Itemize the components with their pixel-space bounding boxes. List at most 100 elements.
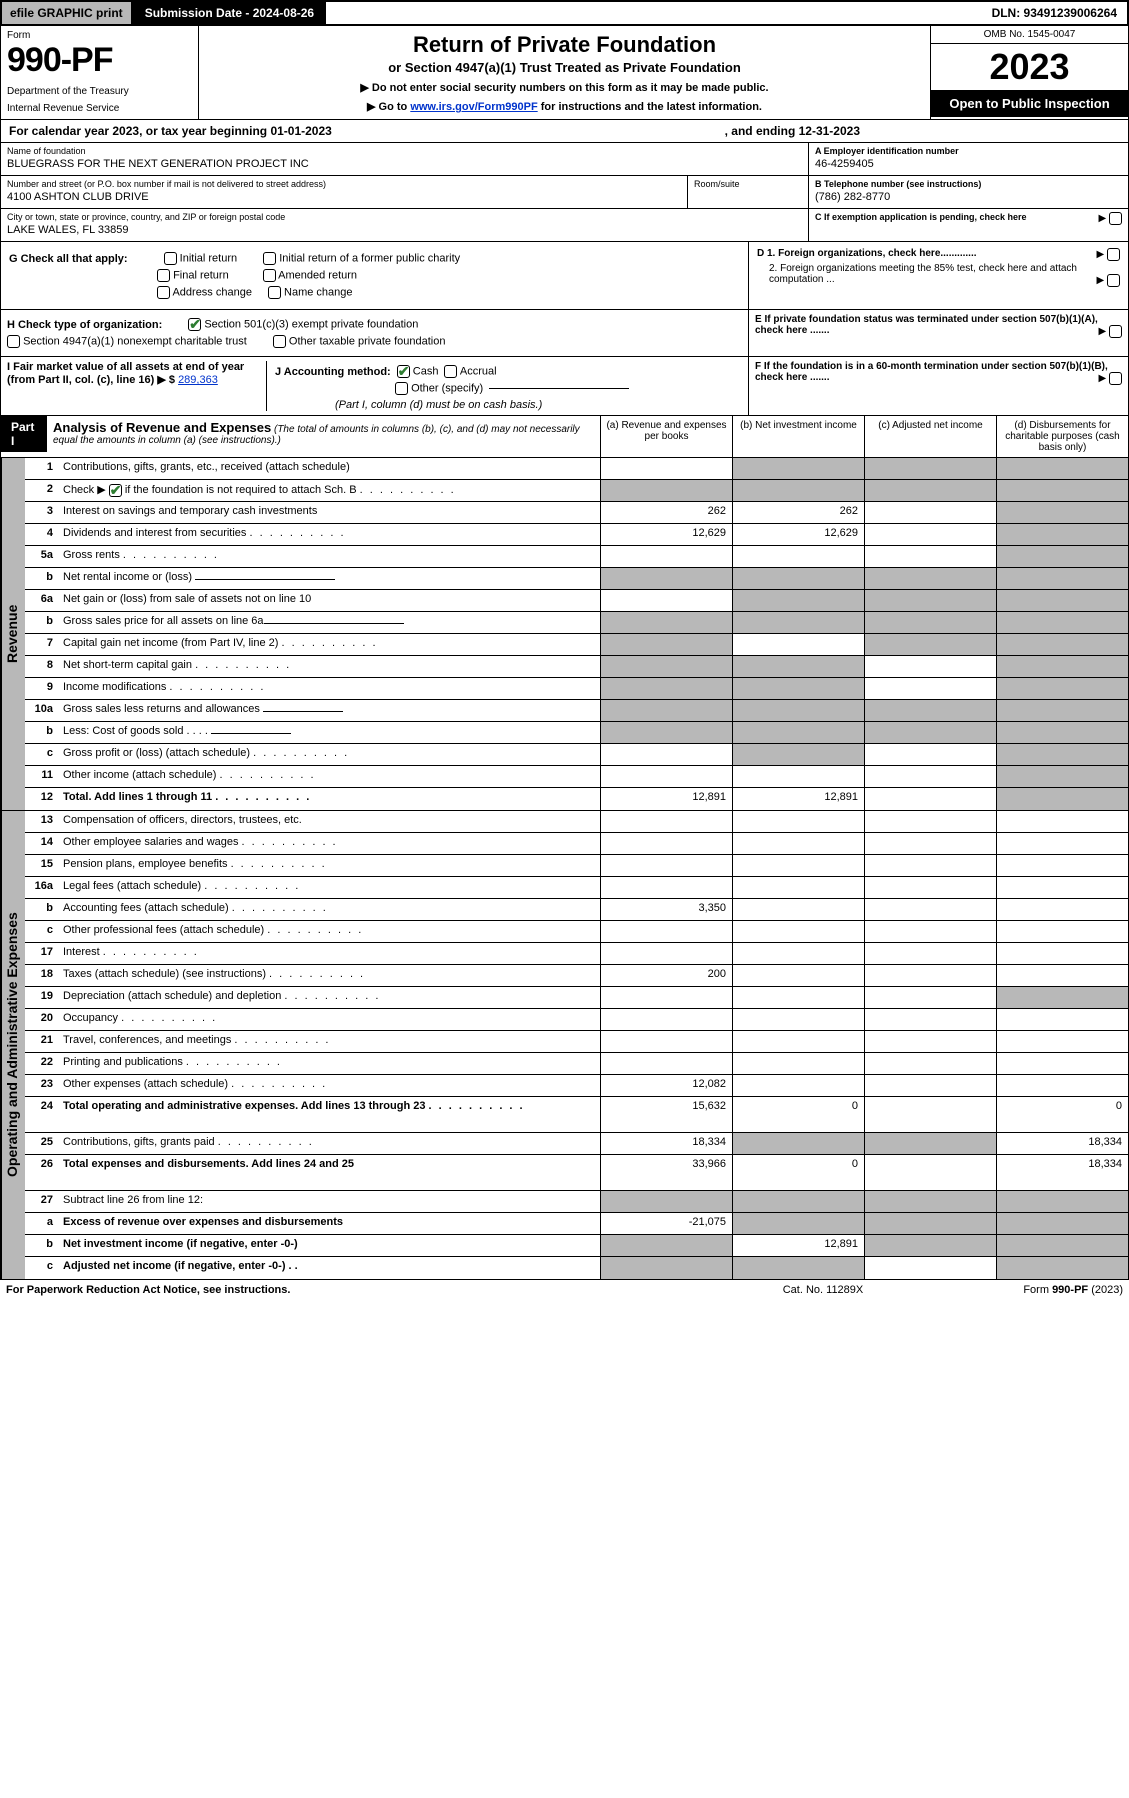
j-note: (Part I, column (d) must be on cash basi… [335,399,742,411]
row-24: Total operating and administrative expen… [59,1097,600,1132]
501c3-checkbox[interactable] [188,318,201,331]
fmv-value[interactable]: 289,363 [178,374,218,386]
submission-date: Submission Date - 2024-08-26 [133,2,326,24]
row-16b: Accounting fees (attach schedule) [59,899,600,920]
calendar-year-row: For calendar year 2023, or tax year begi… [0,120,1129,143]
ij-row: I Fair market value of all assets at end… [0,357,1129,416]
row-6a: Net gain or (loss) from sale of assets n… [59,590,600,611]
g-label: G Check all that apply: [9,253,128,265]
row-26: Total expenses and disbursements. Add li… [59,1155,600,1190]
open-to-public: Open to Public Inspection [931,90,1128,117]
row-20: Occupancy [59,1009,600,1030]
row-9: Income modifications [59,678,600,699]
row-23: Other expenses (attach schedule) [59,1075,600,1096]
cash-checkbox[interactable] [397,365,410,378]
form-header: Form 990-PF Department of the Treasury I… [0,26,1129,120]
col-c-header: (c) Adjusted net income [864,416,996,457]
row-17: Interest [59,943,600,964]
row-1: Contributions, gifts, grants, etc., rece… [59,458,600,479]
e-label: E If private foundation status was termi… [755,314,1098,336]
d2-label: 2. Foreign organizations meeting the 85%… [769,263,1077,285]
foundation-name: BLUEGRASS FOR THE NEXT GENERATION PROJEC… [7,156,802,172]
foundation-info: Name of foundation BLUEGRASS FOR THE NEX… [0,143,1129,242]
f-checkbox[interactable] [1109,372,1122,385]
row-5b: Net rental income or (loss) [59,568,600,589]
initial-former-checkbox[interactable] [263,252,276,265]
f-label: F If the foundation is in a 60-month ter… [755,361,1108,383]
schb-checkbox[interactable] [109,484,122,497]
row-13: Compensation of officers, directors, tru… [59,811,600,832]
row-27: Subtract line 26 from line 12: [59,1191,600,1212]
row-15: Pension plans, employee benefits [59,855,600,876]
omb-number: OMB No. 1545-0047 [931,26,1128,44]
h-label: H Check type of organization: [7,319,162,331]
amended-return-checkbox[interactable] [263,269,276,282]
form-subtitle: or Section 4947(a)(1) Trust Treated as P… [205,60,924,75]
ein-label: A Employer identification number [815,146,1122,156]
row-16a: Legal fees (attach schedule) [59,877,600,898]
row-18: Taxes (attach schedule) (see instruction… [59,965,600,986]
expenses-sidelabel: Operating and Administrative Expenses [1,811,25,1279]
tel-label: B Telephone number (see instructions) [815,179,1122,189]
addr-label: Number and street (or P.O. box number if… [7,179,681,189]
row-27a: Excess of revenue over expenses and disb… [59,1213,600,1234]
row-14: Other employee salaries and wages [59,833,600,854]
dept-treasury: Department of the Treasury [7,86,192,97]
other-method-checkbox[interactable] [395,382,408,395]
row-27c: Adjusted net income (if negative, enter … [59,1257,600,1279]
ssn-note: ▶ Do not enter social security numbers o… [205,81,924,94]
city-label: City or town, state or province, country… [7,212,802,222]
form-footer: Form 990-PF (2023) [923,1284,1123,1296]
row-21: Travel, conferences, and meetings [59,1031,600,1052]
cat-no: Cat. No. 11289X [723,1284,923,1296]
row-7: Capital gain net income (from Part IV, l… [59,634,600,655]
c-label: C If exemption application is pending, c… [815,212,1027,222]
address: 4100 ASHTON CLUB DRIVE [7,189,681,205]
form-number: 990-PF [7,41,192,80]
address-change-checkbox[interactable] [157,286,170,299]
row-12: Total. Add lines 1 through 11 [59,788,600,810]
row-10b: Less: Cost of goods sold . . . . [59,722,600,743]
e-checkbox[interactable] [1109,325,1122,338]
dln-label: DLN: 93491239006264 [982,2,1127,24]
expenses-table: Operating and Administrative Expenses 13… [0,811,1129,1280]
initial-return-checkbox[interactable] [164,252,177,265]
col-a-header: (a) Revenue and expenses per books [600,416,732,457]
tax-year: 2023 [931,44,1128,90]
col-d-header: (d) Disbursements for charitable purpose… [996,416,1128,457]
row-25: Contributions, gifts, grants paid [59,1133,600,1154]
d1-checkbox[interactable] [1107,248,1120,261]
row-5a: Gross rents [59,546,600,567]
part1-label: Part I [1,416,47,452]
ein-value: 46-4259405 [815,156,1122,172]
tel-value: (786) 282-8770 [815,189,1122,205]
efile-print-button[interactable]: efile GRAPHIC print [2,2,133,24]
col-b-header: (b) Net investment income [732,416,864,457]
name-label: Name of foundation [7,146,802,156]
4947-checkbox[interactable] [7,335,20,348]
final-return-checkbox[interactable] [157,269,170,282]
room-suite-label: Room/suite [688,176,808,208]
accrual-checkbox[interactable] [444,365,457,378]
h-row: H Check type of organization: Section 50… [0,310,1129,357]
form-title: Return of Private Foundation [205,32,924,58]
other-taxable-checkbox[interactable] [273,335,286,348]
irs-link[interactable]: www.irs.gov/Form990PF [410,101,537,113]
row-6b: Gross sales price for all assets on line… [59,612,600,633]
city-value: LAKE WALES, FL 33859 [7,222,802,238]
row-22: Printing and publications [59,1053,600,1074]
revenue-table: Revenue 1Contributions, gifts, grants, e… [0,458,1129,811]
part1-header: Part I Analysis of Revenue and Expenses … [0,416,1129,458]
row-27b: Net investment income (if negative, ente… [59,1235,600,1256]
row-4: Dividends and interest from securities [59,524,600,545]
paperwork-notice: For Paperwork Reduction Act Notice, see … [6,1284,723,1296]
check-section-g: G Check all that apply: Initial return I… [0,242,1129,310]
row-8: Net short-term capital gain [59,656,600,677]
d2-checkbox[interactable] [1107,274,1120,287]
name-change-checkbox[interactable] [268,286,281,299]
c-checkbox[interactable] [1109,212,1122,225]
row-19: Depreciation (attach schedule) and deple… [59,987,600,1008]
irs-label: Internal Revenue Service [7,103,192,114]
row-2: Check ▶ if the foundation is not require… [59,480,600,501]
row-3: Interest on savings and temporary cash i… [59,502,600,523]
